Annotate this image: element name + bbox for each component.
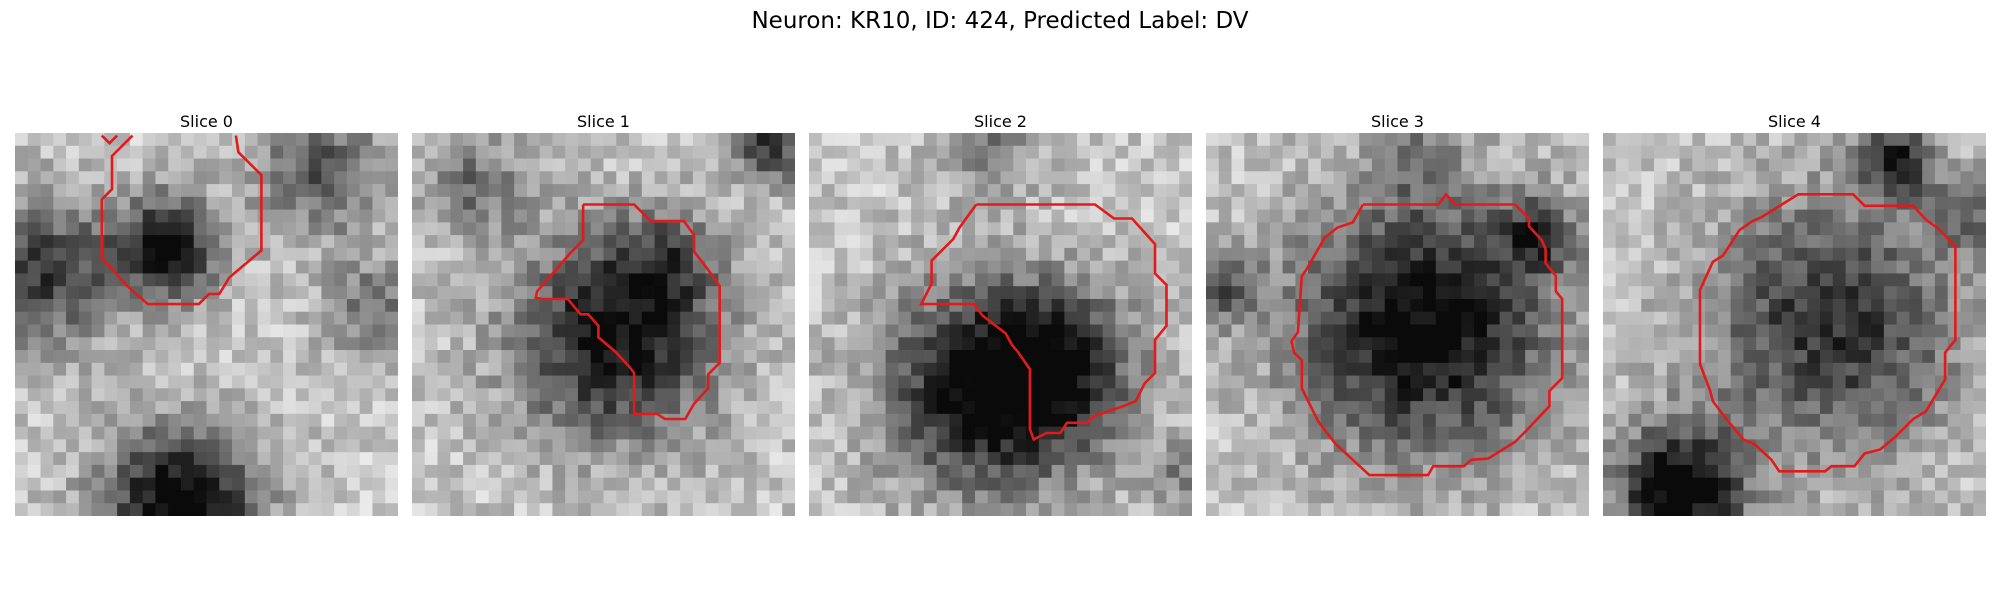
roi-contour [1290, 192, 1564, 477]
slice-image-1 [412, 133, 795, 516]
slice-title-2: Slice 2 [974, 112, 1027, 131]
figure-title: Neuron: KR10, ID: 424, Predicted Label: … [751, 8, 1249, 34]
roi-contour [1698, 192, 1957, 473]
slice-panel-1: Slice 1 [412, 111, 795, 516]
roi-contour [100, 134, 119, 146]
slice-image-4 [1603, 133, 1986, 516]
slice-panel-4: Slice 4 [1603, 111, 1986, 516]
slice-panel-3: Slice 3 [1206, 111, 1589, 516]
pixel-grid [412, 133, 795, 516]
slice-panel-2: Slice 2 [809, 111, 1192, 516]
slice-image-2 [809, 133, 1192, 516]
pixel-grid [1603, 133, 1986, 516]
pixel-grid [1206, 133, 1589, 516]
slice-title-3: Slice 3 [1371, 112, 1424, 131]
roi-contour [534, 203, 722, 421]
pixel-grid [15, 133, 398, 516]
slice-title-1: Slice 1 [577, 112, 630, 131]
slice-image-0 [15, 133, 398, 516]
roi-contour [100, 134, 263, 306]
slice-title-0: Slice 0 [180, 112, 233, 131]
roi-contour [919, 203, 1168, 442]
pixel-grid [809, 133, 1192, 516]
slice-title-4: Slice 4 [1768, 112, 1821, 131]
slice-panel-0: Slice 0 [15, 111, 398, 516]
slice-image-3 [1206, 133, 1589, 516]
